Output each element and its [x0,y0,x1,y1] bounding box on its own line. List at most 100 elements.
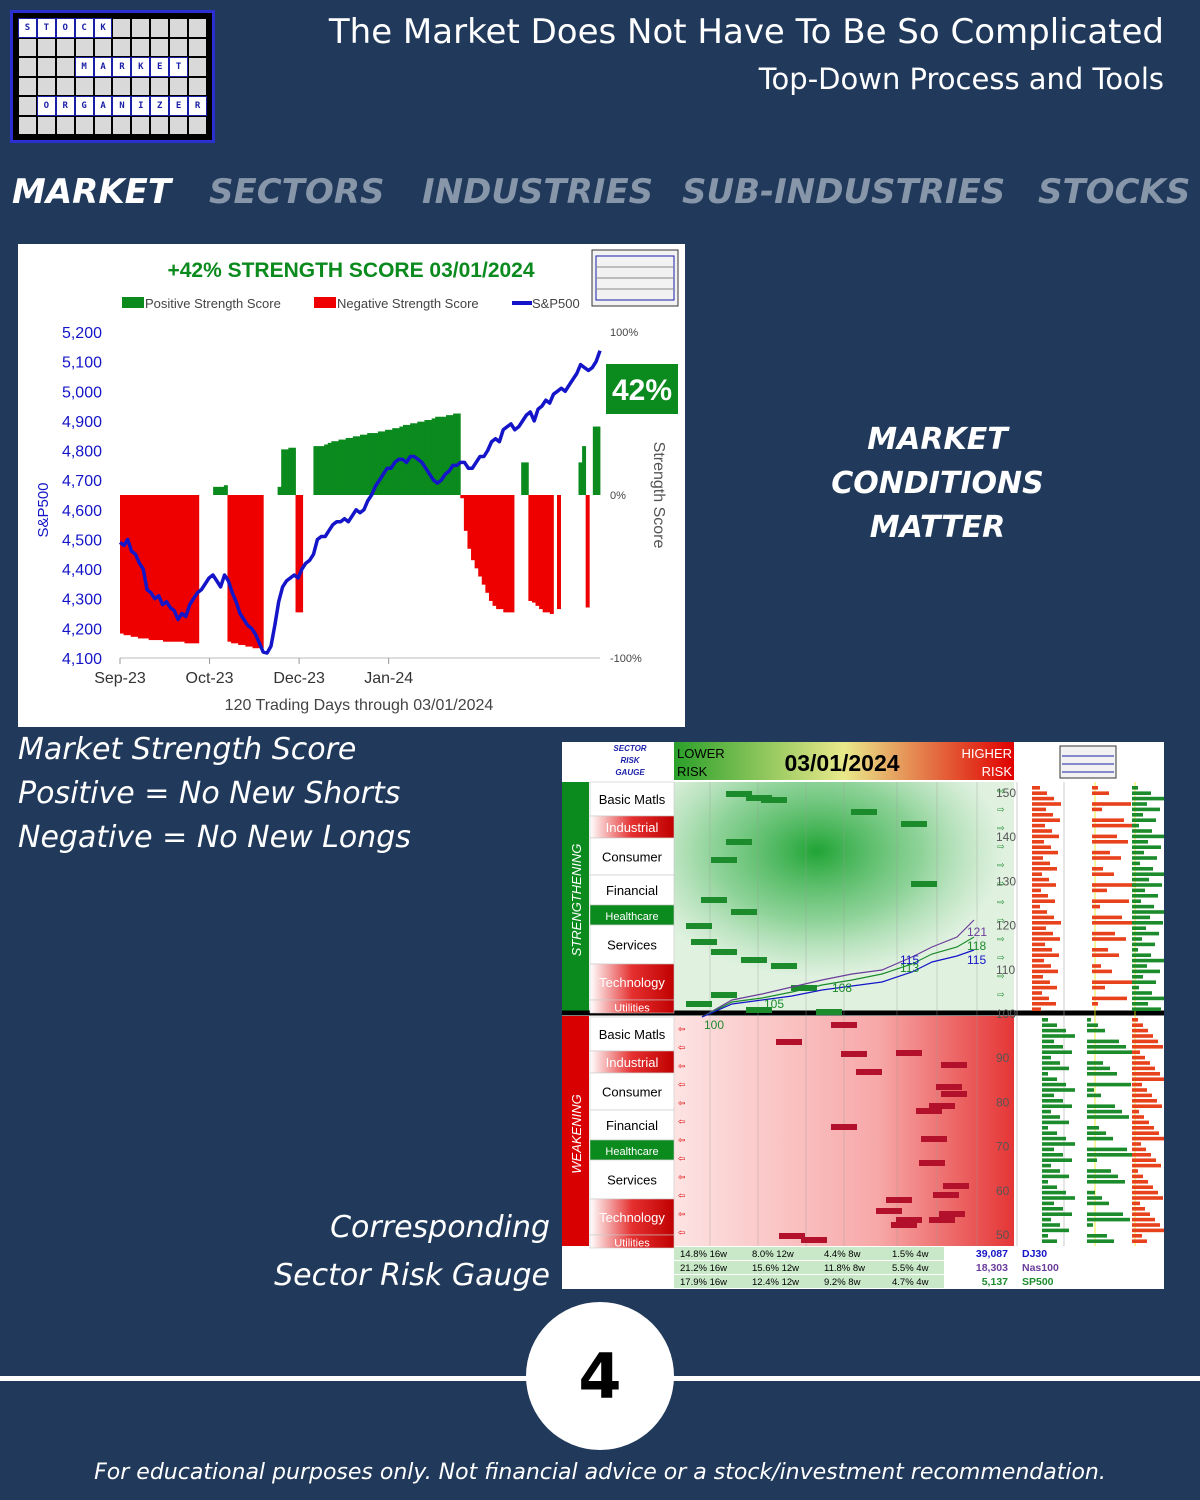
sector-cell[interactable] [589,837,675,876]
strengthening-side-bar [562,782,589,1012]
logo-cell [19,77,36,95]
sector-cell[interactable] [589,1109,675,1141]
sector-mark [891,1222,917,1228]
logo-cell: K [93,18,113,38]
sector-label: Utilities [614,1238,650,1250]
sector-cell[interactable] [589,1198,675,1236]
right-bar [1087,1180,1125,1184]
logo-cell: I [131,96,151,116]
y-tick-label: 4,200 [62,621,102,638]
right-bar [1087,1072,1117,1076]
right-bar [1132,1034,1153,1038]
strength-bar [431,418,436,495]
right-bar [1132,948,1138,952]
right-bar [1092,856,1121,860]
gauge-right-bars [1016,782,1164,1246]
right-bar [1042,1158,1072,1162]
footer-row-bg [674,1261,944,1274]
strength-bar [506,495,511,613]
strength-bar [170,495,175,642]
sector-label: Services [607,938,657,953]
gauge-label-line: SECTOR [613,744,646,753]
y-tick-label: 4,300 [62,592,102,609]
right-bar [1132,796,1164,801]
right-bar [1032,931,1053,936]
right-bar [1132,791,1151,795]
logo-cell [113,77,131,95]
caption-line: Sector Risk Gauge [274,1258,550,1293]
y-axis-left: 5,200 5,100 5,000 4,900 4,800 4,700 4,600 4,500… [62,325,102,668]
right-bar [1042,1180,1048,1184]
y-tick-label: 5,100 [62,355,102,372]
right-bar [1092,802,1131,806]
strength-bar [438,416,443,495]
right-bar [1132,856,1157,860]
logo-cell: O [55,18,75,38]
sector-label: Utilities [614,1003,650,1015]
nav-item-sub-industries[interactable]: SUB-INDUSTRIES [682,172,1006,212]
nav-item-sectors[interactable]: SECTORS [209,172,385,212]
right-bar [1132,1018,1138,1022]
y-tick-label: 5,200 [62,325,102,342]
logo-cell [56,38,74,56]
strength-bar [342,439,347,495]
strength-bar [478,495,483,577]
y2-tick-label: 100% [610,327,638,339]
sp500-line [118,350,602,655]
strength-bar [288,447,293,495]
sector-mark [711,992,737,998]
strength-bar [195,495,200,644]
strength-bar [377,431,382,495]
right-bar [1042,1131,1057,1135]
logo-cell [132,77,150,95]
sector-mark [933,1192,959,1198]
footer-index-value: 5,137 [982,1276,1008,1288]
scale-label: 110 [996,963,1015,977]
strength-bar [424,420,429,495]
right-bar [1132,1212,1150,1216]
conditions-line: CONDITIONS [831,466,1044,501]
logo-cell: E [150,57,170,77]
right-bar [1132,1207,1145,1211]
gauge-caption: Corresponding Sector Risk Gauge [274,1204,550,1300]
sector-cell[interactable] [589,1159,675,1200]
right-bar [1092,850,1110,855]
sector-label: Healthcare [605,1146,658,1158]
nav-item-stocks[interactable]: STOCKS [1038,172,1191,212]
scale-label: 50 [996,1228,1010,1242]
arrow-left-icon: ⇦ [678,1155,686,1165]
right-bar [1132,1066,1155,1071]
sector-mark [691,939,717,945]
right-bar [1032,921,1061,925]
right-bar [1032,985,1057,990]
sector-mark [941,1091,967,1097]
nav-item-industries[interactable]: INDUSTRIES [422,172,654,212]
sector-cell[interactable] [589,999,675,1014]
right-bar [1132,969,1160,974]
right-bar [1132,915,1150,920]
strength-bar [463,495,468,531]
strength-bar [460,495,465,499]
sector-mark [841,1051,867,1057]
strength-bar [542,495,547,613]
right-bar [1092,964,1101,968]
sector-cell[interactable] [589,874,675,906]
right-bar [1092,834,1117,839]
sector-label: Industrial [606,1055,659,1070]
right-bar [1132,1093,1152,1098]
x-tick-label: Dec-23 [273,670,325,687]
sector-cell[interactable] [589,1072,675,1111]
sector-mark [916,1108,942,1114]
sector-cell[interactable] [589,1234,675,1249]
sector-cell[interactable] [589,781,675,817]
sector-cell[interactable] [589,963,675,1001]
strength-bar [442,416,447,495]
right-bar [1087,1088,1094,1092]
right-bar [1042,1109,1051,1114]
nav-item-market[interactable]: MARKET [12,172,172,212]
strength-bar [184,495,189,644]
sector-cell[interactable] [589,924,675,965]
strength-bar [188,495,193,644]
sector-cell[interactable] [589,1016,675,1052]
arrow-left-icon: ⇦ [678,1099,686,1109]
